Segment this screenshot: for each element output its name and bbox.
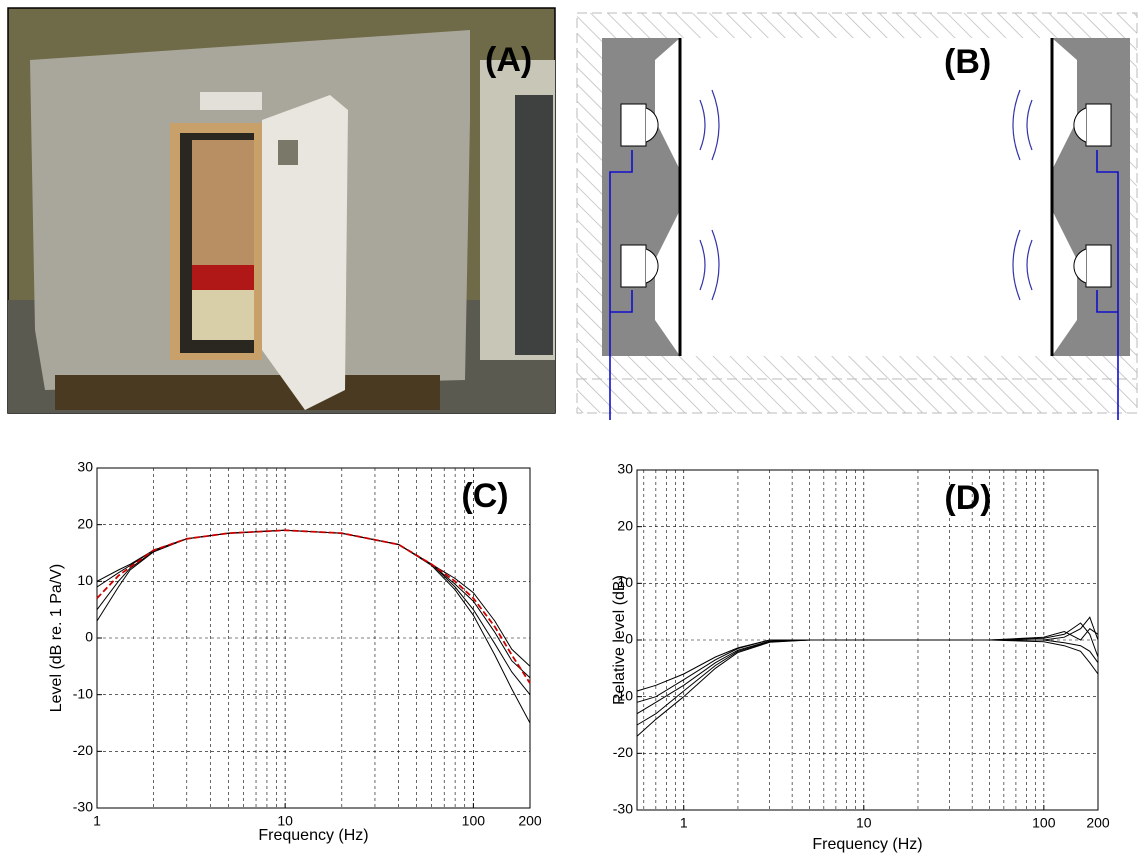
x-tick-label: 1: [93, 813, 101, 829]
data-line: [636, 628, 1099, 692]
x-tick-label: 200: [1086, 815, 1110, 831]
diagram: [576, 12, 1138, 420]
y-tick-label: -30: [73, 799, 93, 815]
x-tick-label: 10: [277, 813, 293, 829]
data-line: [96, 529, 531, 684]
y-tick-label: -10: [613, 687, 633, 703]
y-tick-label: 10: [77, 572, 93, 588]
x-axis-label: Frequency (Hz): [258, 827, 368, 844]
y-tick-label: 30: [77, 459, 93, 475]
plot-frame: [96, 467, 531, 809]
x-tick-label: 10: [856, 815, 872, 831]
x-tick-label: 100: [462, 813, 486, 829]
photo: [7, 7, 556, 414]
x-tick-label: 200: [518, 813, 542, 829]
y-tick-label: -20: [613, 744, 633, 760]
y-tick-label: -20: [73, 742, 93, 758]
y-axis-label: Relative level (dB): [611, 575, 628, 705]
panel-label: (C): [461, 477, 508, 515]
y-tick-label: -10: [73, 685, 93, 701]
y-axis-label: Level (dB re. 1 Pa/V): [48, 564, 65, 713]
y-tick-label: 0: [85, 629, 93, 645]
x-tick-label: 1: [680, 815, 688, 831]
y-tick-label: 20: [77, 515, 93, 531]
x-tick-label: 100: [1032, 815, 1056, 831]
y-tick-label: 30: [617, 461, 633, 477]
panel-label: (D): [944, 479, 991, 517]
y-tick-label: 10: [617, 574, 633, 590]
panel-label: (B): [944, 43, 991, 81]
panel-label: (A): [485, 41, 532, 79]
y-tick-label: 0: [625, 631, 633, 647]
x-axis-label: Frequency (Hz): [812, 836, 922, 853]
y-tick-label: 20: [617, 517, 633, 533]
y-tick-label: -30: [613, 801, 633, 817]
